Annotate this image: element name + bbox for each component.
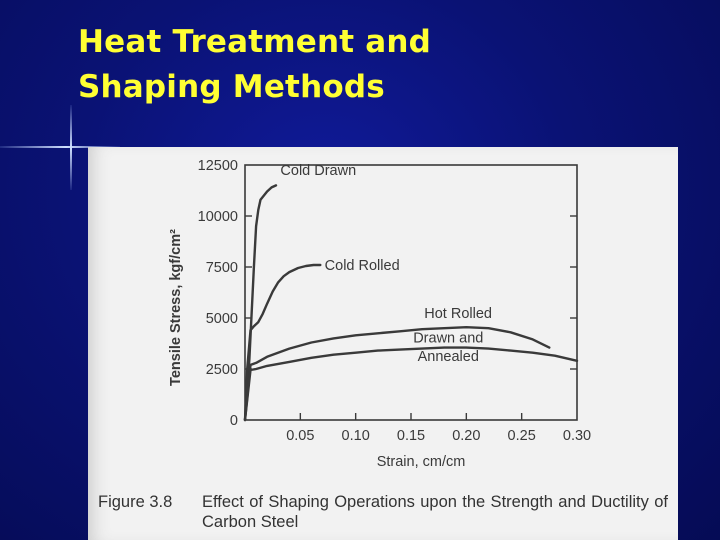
- curve-label: Cold Rolled: [325, 258, 400, 274]
- y-tick-label: 7500: [206, 260, 238, 276]
- x-tick-label: 0.05: [286, 428, 314, 444]
- y-tick-label: 0: [230, 413, 238, 429]
- stress-strain-chart: 0 2500 5000 7500 10000 12500 0.05 0.10 0.15 0.20 0…: [168, 158, 591, 470]
- y-tick-label: 2500: [206, 362, 238, 378]
- figure-number: Figure 3.8: [98, 493, 173, 511]
- y-tick-label: 10000: [198, 209, 238, 225]
- y-tick-label: 5000: [206, 311, 238, 327]
- curve-label: Annealed: [418, 349, 479, 365]
- decorative-vertical-line: [70, 105, 72, 190]
- y-tick-label: 12500: [198, 158, 238, 174]
- series-line-cold-rolled: [243, 263, 322, 422]
- figure-panel: 0 2500 5000 7500 10000 12500 0.05 0.10 0.15 0.20 0…: [88, 147, 678, 540]
- slide-title-line-2: Shaping Methods: [78, 69, 385, 105]
- x-tick-label: 0.15: [397, 428, 425, 444]
- series-line-hot-rolled: [243, 326, 551, 422]
- x-tick-label: 0.30: [563, 428, 591, 444]
- slide-title: Heat Treatment and Shaping Methods: [78, 20, 431, 110]
- slide-title-line-1: Heat Treatment and: [78, 24, 432, 60]
- series-line-cold-drawn: [243, 184, 278, 422]
- x-tick-label: 0.10: [342, 428, 370, 444]
- x-tick-label: 0.25: [508, 428, 536, 444]
- curve-label: Hot Rolled: [424, 306, 492, 322]
- series-line-drawn-and-annealed: [243, 346, 579, 422]
- curve-label: Drawn and: [413, 330, 483, 346]
- figure-caption-text: Effect of Shaping Operations upon the St…: [202, 493, 668, 531]
- plot-frame: [244, 164, 578, 421]
- curve-label: Cold Drawn: [280, 163, 356, 179]
- x-tick-label: 0.20: [452, 428, 480, 444]
- y-axis-label: Tensile Stress, kgf/cm²: [168, 229, 184, 386]
- decorative-horizontal-line: [0, 146, 120, 148]
- x-axis-label: Strain, cm/cm: [377, 454, 466, 470]
